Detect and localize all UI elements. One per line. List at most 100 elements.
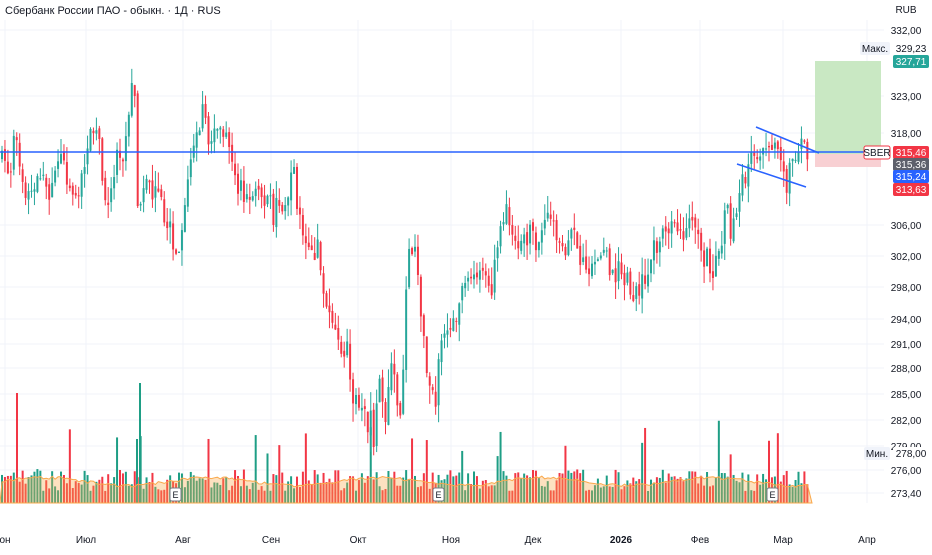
volume-bar xyxy=(599,487,602,503)
volume-bar xyxy=(703,485,706,503)
volume-bar xyxy=(121,473,124,503)
candle-body xyxy=(470,276,473,279)
volume-spike xyxy=(139,383,141,503)
price-axis-label: 276,00 xyxy=(891,466,922,477)
volume-bar xyxy=(779,481,782,503)
time-axis-label: Дек xyxy=(525,535,542,546)
candle-body xyxy=(198,130,201,136)
volume-bar xyxy=(449,470,452,503)
candle-body xyxy=(352,379,355,404)
candle-body xyxy=(201,104,204,129)
candle-body xyxy=(284,205,287,212)
candle-body xyxy=(254,188,257,197)
volume-moving-average xyxy=(0,475,813,504)
candle-body xyxy=(45,177,48,187)
price-axis-label: 285,00 xyxy=(891,390,922,401)
volume-bar xyxy=(113,477,116,503)
volume-bar xyxy=(617,472,620,503)
volume-bar xyxy=(741,472,744,503)
volume-bar xyxy=(717,420,720,503)
time-axis-label: он xyxy=(0,535,11,546)
candle-body xyxy=(773,142,776,149)
candle-body xyxy=(768,146,770,148)
volume-bar xyxy=(576,469,579,503)
volume-bar xyxy=(425,440,428,503)
candle-body xyxy=(549,214,552,219)
volume-bar xyxy=(543,486,546,503)
volume-bar xyxy=(248,489,251,503)
candle-body xyxy=(195,132,198,148)
volume-bar xyxy=(673,476,676,503)
candle-body xyxy=(596,259,599,261)
volume-bar xyxy=(68,429,71,503)
volume-bar xyxy=(552,490,555,503)
candle-body xyxy=(673,222,676,224)
earnings-marker-1: E xyxy=(169,487,182,502)
volume-bar xyxy=(540,485,543,503)
price-axis-label: 298,00 xyxy=(891,283,922,294)
candle-body xyxy=(555,220,558,241)
candle-body xyxy=(717,251,720,259)
volume-bar xyxy=(334,470,337,503)
volume-bar xyxy=(508,490,511,503)
candle-body xyxy=(36,176,39,192)
volume-bar xyxy=(464,490,467,503)
candle-body xyxy=(461,286,464,301)
volume-bar xyxy=(278,445,281,503)
volume-bar xyxy=(514,473,517,503)
candle-body xyxy=(532,222,534,231)
candle-body xyxy=(658,241,661,253)
volume-bar xyxy=(561,473,564,503)
volume-bar xyxy=(201,478,204,503)
max-label-badge-box xyxy=(860,42,890,55)
candle-body xyxy=(225,132,228,137)
volume-bar xyxy=(667,473,670,503)
symbol-badge-text: SBER xyxy=(863,148,890,159)
candle-body xyxy=(301,215,304,236)
currency-label[interactable]: RUB xyxy=(895,5,917,16)
volume-bar xyxy=(210,487,213,503)
candle-body xyxy=(455,320,458,322)
volume-bar xyxy=(284,490,287,503)
candle-body xyxy=(387,387,390,425)
volume-bar xyxy=(198,478,201,503)
candle-body xyxy=(242,180,245,202)
volume-bar xyxy=(526,475,529,503)
candle-body xyxy=(189,159,192,178)
candle-body xyxy=(478,270,481,280)
volume-bar xyxy=(711,485,714,503)
candle-body xyxy=(12,135,15,170)
candle-body xyxy=(86,148,89,165)
volume-bar xyxy=(803,471,806,503)
volume-bar xyxy=(806,484,809,503)
candle-body xyxy=(313,252,316,260)
volume-bar xyxy=(776,433,779,503)
candle-body xyxy=(360,407,363,411)
volume-bar xyxy=(257,489,260,503)
candle-body xyxy=(290,172,293,201)
candle-body xyxy=(30,190,33,192)
candle-body xyxy=(239,180,242,191)
candle-body xyxy=(169,221,172,228)
volume-bar xyxy=(614,469,617,503)
volume-bar xyxy=(360,473,363,503)
last-price-badge-text: 315,46 xyxy=(896,148,927,159)
volume-bar xyxy=(735,480,738,503)
candle-body xyxy=(80,173,83,197)
candle-body xyxy=(691,216,694,221)
candle-body xyxy=(411,248,414,255)
candle-body xyxy=(33,189,36,192)
volume-bar xyxy=(706,472,709,503)
candle-body xyxy=(27,191,30,200)
volume-bar xyxy=(458,472,461,503)
candle-body xyxy=(216,128,219,131)
candle-body xyxy=(579,245,582,265)
volume-bar xyxy=(242,469,245,503)
stop-price-badge: 313,63 xyxy=(893,183,929,196)
candle-body xyxy=(163,199,166,223)
volume-bar xyxy=(411,438,414,503)
candle-body xyxy=(534,232,537,251)
volume-bar xyxy=(732,474,735,503)
